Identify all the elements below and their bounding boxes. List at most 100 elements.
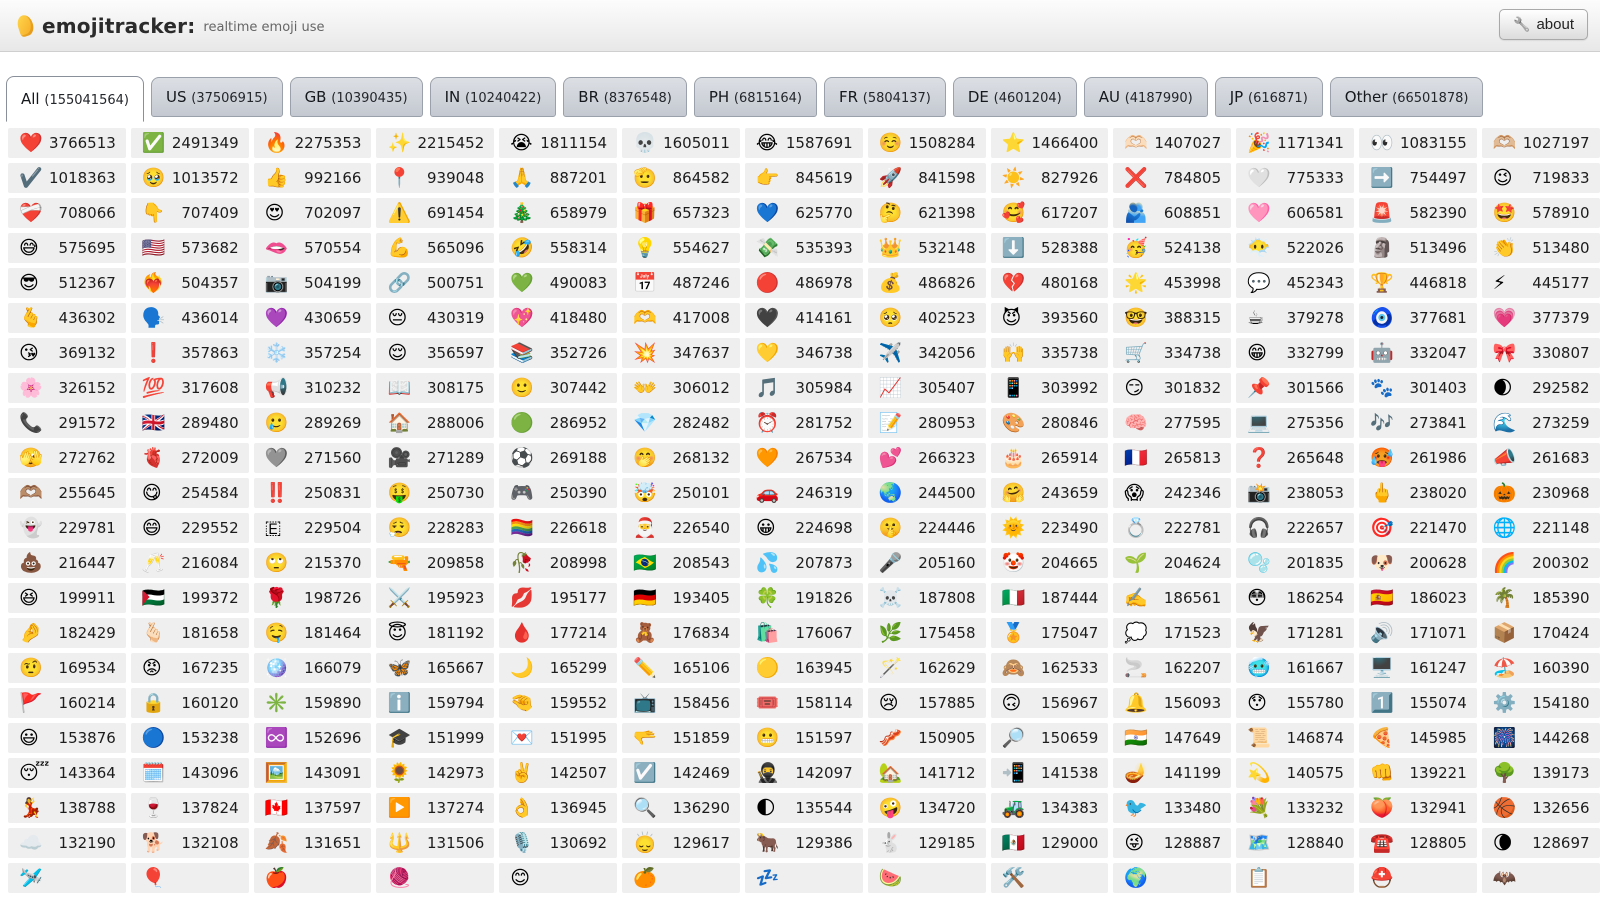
emoji-cell[interactable]: 🇺🇸 573682 (130, 233, 249, 263)
tab-ph[interactable]: PH (6815164) (693, 77, 817, 117)
emoji-cell[interactable]: 😴 143364 (8, 758, 126, 788)
emoji-cell[interactable]: 🚬 162207 (1113, 653, 1232, 683)
emoji-cell[interactable]: 🇩🇪 193405 (622, 583, 740, 613)
emoji-cell[interactable]: 🎁 657323 (622, 198, 740, 228)
emoji-cell[interactable]: 🫀 272009 (130, 443, 249, 473)
emoji-cell[interactable]: 📋 (1236, 863, 1354, 893)
emoji-cell[interactable]: 👊 139221 (1358, 758, 1477, 788)
emoji-cell[interactable]: 🤖 332047 (1358, 338, 1477, 368)
emoji-cell[interactable]: 😂 1587691 (744, 128, 863, 158)
emoji-cell[interactable]: 👏 513480 (1481, 233, 1600, 263)
emoji-cell[interactable]: ☺️ 1508284 (867, 128, 986, 158)
emoji-cell[interactable]: 🎓 151999 (376, 723, 495, 753)
emoji-cell[interactable]: 🤍 775333 (1236, 163, 1354, 193)
emoji-cell[interactable]: 🤭 268132 (622, 443, 740, 473)
emoji-cell[interactable]: 🫧 201835 (1236, 548, 1354, 578)
emoji-cell[interactable]: 📺 158456 (622, 688, 740, 718)
emoji-cell[interactable]: 🎀 330807 (1481, 338, 1600, 368)
emoji-cell[interactable]: 🛒 334738 (1113, 338, 1232, 368)
emoji-cell[interactable]: 🫡 864582 (622, 163, 740, 193)
tab-gb[interactable]: GB (10390435) (289, 77, 423, 117)
emoji-cell[interactable]: 🤌 182429 (8, 618, 126, 648)
emoji-cell[interactable]: 🧡 267534 (744, 443, 863, 473)
emoji-cell[interactable]: 💍 222781 (1113, 513, 1232, 543)
emoji-cell[interactable]: 🔫 209858 (376, 548, 495, 578)
emoji-cell[interactable]: 🌘 128697 (1481, 828, 1600, 858)
emoji-cell[interactable]: 🐂 129386 (744, 828, 863, 858)
emoji-cell[interactable]: 🤑 250730 (376, 478, 495, 508)
emoji-cell[interactable]: 🏠 288006 (376, 408, 495, 438)
emoji-cell[interactable]: 🚀 841598 (867, 163, 986, 193)
emoji-cell[interactable]: 🔗 500751 (376, 268, 495, 298)
emoji-cell[interactable]: 🔵 153238 (130, 723, 249, 753)
emoji-cell[interactable]: 📚 352726 (499, 338, 618, 368)
emoji-cell[interactable]: 🇫🇷 265813 (1113, 443, 1232, 473)
emoji-cell[interactable]: 🌸 326152 (8, 373, 126, 403)
emoji-cell[interactable]: 📖 308175 (376, 373, 495, 403)
emoji-cell[interactable]: 😯 155780 (1236, 688, 1354, 718)
emoji-cell[interactable]: 📅 487246 (622, 268, 740, 298)
emoji-cell[interactable]: 🎉 1171341 (1236, 128, 1354, 158)
emoji-cell[interactable]: 🎅 226540 (622, 513, 740, 543)
emoji-cell[interactable]: 💛 346738 (744, 338, 863, 368)
emoji-cell[interactable]: 🥲 289269 (253, 408, 372, 438)
emoji-cell[interactable]: ➡️ 754497 (1358, 163, 1477, 193)
emoji-cell[interactable]: 🖼️ 143091 (253, 758, 372, 788)
emoji-cell[interactable]: 🌞 223490 (990, 513, 1109, 543)
emoji-cell[interactable]: 🟢 286952 (499, 408, 618, 438)
emoji-cell[interactable]: 🩸 177214 (499, 618, 618, 648)
emoji-cell[interactable]: 🎄 658979 (499, 198, 618, 228)
emoji-cell[interactable]: 🗿 513496 (1358, 233, 1477, 263)
emoji-cell[interactable]: 🔊 171071 (1358, 618, 1477, 648)
emoji-cell[interactable]: 🔔 156093 (1113, 688, 1232, 718)
emoji-cell[interactable]: 🙌 335738 (990, 338, 1109, 368)
emoji-cell[interactable]: 🌊 273259 (1481, 408, 1600, 438)
emoji-cell[interactable]: 🚨 582390 (1358, 198, 1477, 228)
emoji-cell[interactable]: 🏳️‍🌈 226618 (499, 513, 618, 543)
emoji-cell[interactable]: 👉 845619 (744, 163, 863, 193)
emoji-cell[interactable]: 🇵🇸 199372 (130, 583, 249, 613)
emoji-cell[interactable]: 🎧 222657 (1236, 513, 1354, 543)
emoji-cell[interactable]: 🚗 246319 (744, 478, 863, 508)
emoji-cell[interactable]: 🙏 887201 (499, 163, 618, 193)
emoji-cell[interactable]: ✔️ 1018363 (8, 163, 126, 193)
emoji-cell[interactable]: ❤️‍🔥 504357 (130, 268, 249, 298)
emoji-cell[interactable]: 🫦 570554 (253, 233, 372, 263)
emoji-cell[interactable]: 🙈 162533 (990, 653, 1109, 683)
emoji-cell[interactable]: 😊 (499, 863, 618, 893)
emoji-cell[interactable]: 🫶🏻 1407027 (1113, 128, 1232, 158)
emoji-cell[interactable]: 🍕 145985 (1358, 723, 1477, 753)
emoji-cell[interactable]: 🥹 1013572 (130, 163, 249, 193)
emoji-cell[interactable]: 🖕 238020 (1358, 478, 1477, 508)
emoji-cell[interactable]: ⬇️ 528388 (990, 233, 1109, 263)
emoji-cell[interactable]: 🔒 160120 (130, 688, 249, 718)
emoji-cell[interactable]: 🙂‍↕️ 129617 (622, 828, 740, 858)
emoji-cell[interactable]: ☀️ 827926 (990, 163, 1109, 193)
emoji-cell[interactable]: ❓ 265648 (1236, 443, 1354, 473)
emoji-cell[interactable]: 😀 224698 (744, 513, 863, 543)
emoji-cell[interactable]: 😈 393560 (990, 303, 1109, 333)
emoji-cell[interactable]: 🏡 141712 (867, 758, 986, 788)
emoji-cell[interactable]: 🫶🏽 255645 (8, 478, 126, 508)
emoji-cell[interactable]: 💙 625770 (744, 198, 863, 228)
emoji-cell[interactable]: 👐 306012 (622, 373, 740, 403)
emoji-cell[interactable]: 🍊 (622, 863, 740, 893)
emoji-cell[interactable]: 🧿 377681 (1358, 303, 1477, 333)
emoji-cell[interactable]: 🌴 185390 (1481, 583, 1600, 613)
emoji-cell[interactable]: 🔎 150659 (990, 723, 1109, 753)
emoji-cell[interactable]: 🌙 165299 (499, 653, 618, 683)
tab-all[interactable]: All (155041564) (6, 76, 144, 122)
emoji-cell[interactable]: 📢 310232 (253, 373, 372, 403)
emoji-cell[interactable]: 🙂 307442 (499, 373, 618, 403)
emoji-cell[interactable]: 🔍 136290 (622, 793, 740, 823)
tab-br[interactable]: BR (8376548) (563, 77, 687, 117)
emoji-cell[interactable]: 🎨 280846 (990, 408, 1109, 438)
emoji-cell[interactable]: 😜 128887 (1113, 828, 1232, 858)
emoji-cell[interactable]: 🤯 250101 (622, 478, 740, 508)
emoji-cell[interactable]: ✍️ 186561 (1113, 583, 1232, 613)
emoji-cell[interactable]: 😔 430319 (376, 303, 495, 333)
emoji-cell[interactable]: ☕ 379278 (1236, 303, 1354, 333)
emoji-cell[interactable]: 📝 280953 (867, 408, 986, 438)
emoji-cell[interactable]: 🩷 606581 (1236, 198, 1354, 228)
emoji-cell[interactable]: 🗺️ 128840 (1236, 828, 1354, 858)
